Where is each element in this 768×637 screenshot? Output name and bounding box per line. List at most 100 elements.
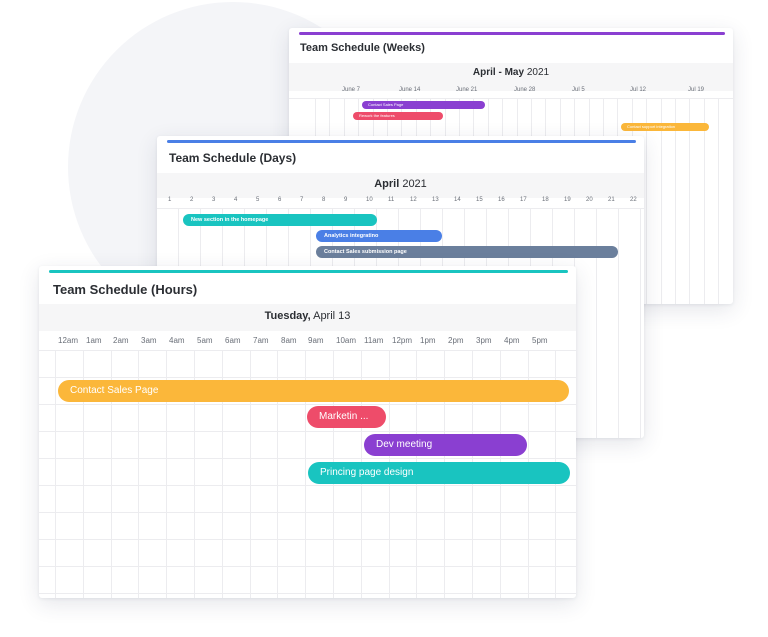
hours-tick-label: 1pm	[420, 336, 436, 345]
days-event-bar[interactable]: Contact Sales submission page	[316, 246, 618, 258]
weeks-tick-label: June 14	[399, 87, 421, 93]
hours-grid-column-line	[250, 350, 251, 598]
weeks-tick-label: June 7	[342, 87, 361, 93]
weeks-grid-column-line	[704, 98, 705, 304]
hours-grid-column-line	[55, 350, 56, 598]
days-header-band: April 2021	[157, 173, 644, 198]
hours-grid-row-line	[39, 431, 576, 432]
hours-grid-row-line	[39, 566, 576, 567]
weeks-event-bar[interactable]: Contact Sales Page	[362, 101, 485, 109]
hours-event-bar[interactable]: Marketin ...	[307, 406, 386, 428]
hours-tick-label: 9am	[308, 336, 324, 345]
hours-schedule-card: Team Schedule (Hours) Tuesday, April 13 …	[39, 266, 576, 598]
days-tick-label: 10	[366, 197, 373, 203]
days-tick-label: 2	[190, 197, 194, 203]
weeks-event-bar[interactable]: Rework the features	[353, 112, 443, 120]
days-tick-label: 9	[344, 197, 348, 203]
weeks-event-bar[interactable]: Contact support integration	[621, 123, 709, 131]
weeks-tick-label: Jul 5	[572, 87, 585, 93]
weeks-tick-label: Jul 19	[688, 87, 705, 93]
days-tick-label: 3	[212, 197, 216, 203]
days-card-title: Team Schedule (Days)	[169, 151, 297, 165]
hours-grid-row-line	[39, 350, 576, 351]
hours-tick-label: 4pm	[504, 336, 520, 345]
weeks-tick-label: June 21	[456, 87, 478, 93]
days-tick-label: 20	[586, 197, 593, 203]
weeks-grid-row-line	[289, 98, 733, 99]
days-period-title: April 2021	[374, 178, 427, 190]
hours-tick-label: 8am	[281, 336, 297, 345]
days-tick-label: 5	[256, 197, 260, 203]
days-tick-label: 18	[542, 197, 549, 203]
hours-tick-label: 2pm	[448, 336, 464, 345]
days-tick-label: 15	[476, 197, 483, 203]
days-tick-label: 7	[300, 197, 304, 203]
days-grid-column-line	[640, 208, 641, 438]
weeks-grid-column-line	[646, 98, 647, 304]
days-event-bar[interactable]: Analytics integratino	[316, 230, 442, 242]
days-tick-label: 22	[630, 197, 637, 203]
weeks-tick-label: June 28	[514, 87, 536, 93]
days-tick-label: 14	[454, 197, 461, 203]
weeks-tick-label: Jul 12	[630, 87, 647, 93]
hours-grid-column-line	[194, 350, 195, 598]
days-tick-label: 19	[564, 197, 571, 203]
hours-grid-column-line	[277, 350, 278, 598]
days-tick-label: 11	[388, 197, 395, 203]
hours-tick-label: 6am	[225, 336, 241, 345]
hours-tick-label: 11am	[364, 336, 384, 345]
hours-grid-row-line	[39, 512, 576, 513]
hours-tick-label: 5am	[197, 336, 213, 345]
hours-event-bar[interactable]: Princing page design	[308, 462, 570, 484]
hours-tick-label: 1am	[86, 336, 102, 345]
hours-grid-column-line	[111, 350, 112, 598]
hours-grid-row-line	[39, 593, 576, 594]
hours-tick-label: 12am	[58, 336, 79, 345]
hours-grid-row-line	[39, 539, 576, 540]
hours-card-title: Team Schedule (Hours)	[53, 282, 198, 297]
days-grid-row-line	[157, 208, 644, 209]
days-tick-label: 1	[168, 197, 172, 203]
hours-grid-column-line	[166, 350, 167, 598]
hours-tick-label: 2am	[113, 336, 129, 345]
hours-tick-label: 12pm	[392, 336, 413, 345]
hours-tick-label: 5pm	[532, 336, 548, 345]
weeks-period-title: April - May 2021	[472, 67, 550, 78]
days-tick-label: 8	[322, 197, 326, 203]
days-tick-label: 13	[432, 197, 439, 203]
weeks-grid-column-line	[661, 98, 662, 304]
hours-tick-label: 10am	[336, 336, 357, 345]
weeks-header-band: April - May 2021	[289, 63, 733, 91]
days-tick-label: 12	[410, 197, 417, 203]
hours-grid-row-line	[39, 485, 576, 486]
days-tick-label: 16	[498, 197, 505, 203]
hours-tick-label: 4am	[169, 336, 185, 345]
hours-event-bar[interactable]: Contact Sales Page	[58, 380, 569, 402]
weeks-card-title: Team Schedule (Weeks)	[300, 42, 425, 54]
hours-grid-row-line	[39, 404, 576, 405]
hours-accent-bar	[49, 270, 568, 273]
days-grid-column-line	[596, 208, 597, 438]
weeks-grid-column-line	[718, 98, 719, 304]
hours-grid-column-line	[138, 350, 139, 598]
weeks-accent-bar	[299, 32, 725, 35]
hours-day-title: Tuesday, April 13	[264, 310, 351, 322]
days-tick-label: 6	[278, 197, 282, 203]
days-tick-label: 21	[608, 197, 615, 203]
days-grid-column-line	[618, 208, 619, 438]
hours-tick-label: 3am	[141, 336, 157, 345]
hours-grid-column-line	[222, 350, 223, 598]
hours-grid-row-line	[39, 377, 576, 378]
hours-tick-label: 7am	[253, 336, 269, 345]
hours-tick-label: 3pm	[476, 336, 492, 345]
days-event-bar[interactable]: New section in the homepage	[183, 214, 377, 226]
hours-grid-row-line	[39, 458, 576, 459]
hours-header-band: Tuesday, April 13	[39, 304, 576, 331]
days-accent-bar	[167, 140, 636, 143]
weeks-grid-column-line	[675, 98, 676, 304]
days-tick-label: 17	[520, 197, 527, 203]
days-tick-label: 4	[234, 197, 238, 203]
hours-event-bar[interactable]: Dev meeting	[364, 434, 527, 456]
hours-grid-column-line	[83, 350, 84, 598]
weeks-grid-column-line	[689, 98, 690, 304]
